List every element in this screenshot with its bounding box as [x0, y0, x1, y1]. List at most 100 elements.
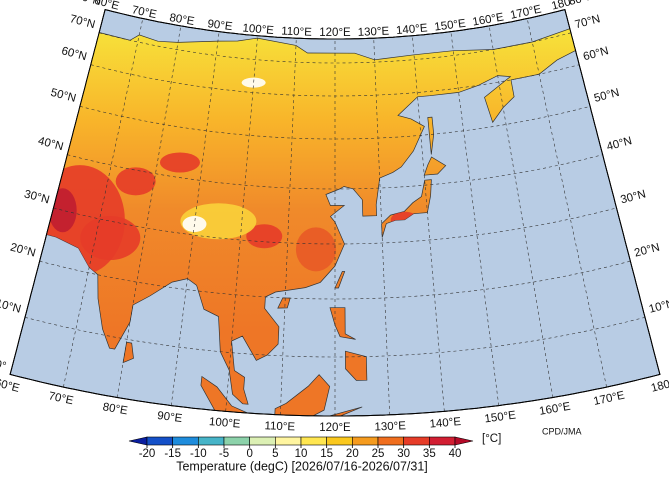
lat-label-left: 70°N	[68, 13, 96, 31]
colorbar-tick-label: 20	[346, 448, 359, 460]
lat-label-right: 10°N	[648, 298, 669, 316]
lat-label-right: 80°N	[568, 0, 596, 8]
lat-label-left: 30°N	[23, 188, 51, 206]
parallel	[99, 32, 571, 64]
lon-label-bottom: 60°E	[0, 377, 21, 395]
parallel	[67, 154, 603, 190]
colorbar-unit: [°C]	[482, 433, 501, 445]
meridian	[526, 18, 607, 388]
colorbar-tick-label: -20	[139, 448, 156, 460]
lat-label-right: 40°N	[605, 135, 633, 153]
credit: CPD/JMA	[542, 426, 582, 436]
colorbar-tick-label: 0	[246, 448, 252, 460]
colorbar-bin	[198, 436, 225, 446]
lat-label-left: 50°N	[49, 87, 77, 105]
colorbar-tick-label: 5	[272, 448, 278, 460]
meridian	[225, 35, 258, 412]
hot-patch	[115, 167, 156, 196]
lat-label-right: 50°N	[593, 87, 621, 105]
hot-patch	[80, 215, 141, 260]
colorbar-tick-label: 25	[372, 448, 385, 460]
lon-label-bottom: 70°E	[47, 390, 74, 407]
lon-label-top: 80°E	[168, 12, 195, 28]
colorbar: -20 -15 -10 -5 0 5 10 15 20 25 30 35 40	[128, 436, 474, 460]
lat-label-right: 30°N	[619, 188, 647, 206]
meridian	[170, 31, 220, 406]
colorbar-title: Temperature (degC) [2026/07/16-2026/07/3…	[176, 459, 428, 473]
colorbar-bin	[275, 436, 302, 446]
land-area	[22, 25, 584, 416]
lon-label-top: 70°E	[131, 4, 158, 21]
colorbar-bin	[223, 436, 250, 446]
no-data-patch	[182, 216, 207, 233]
lon-label-top: 130°E	[357, 26, 389, 39]
meridian	[63, 18, 144, 388]
meridian	[116, 25, 182, 398]
meridian	[279, 38, 297, 415]
hot-patch	[295, 227, 336, 272]
colorbar-bin	[429, 436, 456, 446]
lat-label-left: 60°N	[60, 45, 88, 63]
parallel	[90, 64, 580, 97]
meridian	[450, 31, 500, 406]
lat-label-right: 20°N	[633, 242, 661, 260]
lon-label-bottom: 80°E	[102, 401, 129, 417]
colorbar-bin	[249, 436, 276, 446]
no-data-patch	[241, 77, 266, 88]
parallel	[24, 317, 646, 358]
colorbar-tick-label: 15	[320, 448, 333, 460]
lon-label-top: 110°E	[281, 26, 312, 39]
lon-label-bottom: 170°E	[593, 390, 627, 408]
colorbar-bin	[172, 436, 199, 446]
hot-patch	[159, 152, 200, 173]
colorbar-bin	[146, 436, 173, 446]
lon-label-top: 160°E	[472, 11, 505, 28]
colorbar-tick-label: 10	[295, 448, 308, 460]
lon-label-top: 120°E	[319, 27, 351, 39]
parallel	[53, 207, 617, 245]
lon-label-bottom: 90°E	[157, 410, 184, 425]
meridian	[412, 35, 445, 412]
colorbar-extend-low	[128, 436, 148, 446]
lon-label-top: 140°E	[396, 22, 429, 37]
colorbar-tick-label: -10	[190, 448, 207, 460]
colorbar-tick-label: 35	[423, 448, 436, 460]
lon-label-top: 90°E	[207, 18, 234, 33]
lat-label-left: 80°N	[74, 0, 102, 8]
colorbar-bin	[403, 436, 430, 446]
colorbar-bin	[326, 436, 353, 446]
map-frame	[9, 9, 661, 417]
lat-label-left: 40°N	[37, 135, 65, 153]
lon-label-bottom: 160°E	[538, 401, 571, 418]
lon-label-top: 150°E	[434, 18, 467, 34]
colorbar-extend-high	[454, 436, 474, 446]
lon-label-top: 100°E	[242, 22, 275, 37]
lat-label-left: 0°	[0, 359, 7, 373]
colorbar-tick-label: -15	[164, 448, 181, 460]
lat-label-right: 70°N	[574, 13, 602, 31]
colorbar-bin	[377, 436, 404, 446]
lon-label-bottom: 110°E	[264, 420, 295, 433]
colorbar-tick-label: -5	[219, 448, 229, 460]
parallel	[79, 106, 591, 140]
meridian	[488, 25, 554, 398]
lat-label-left: 20°N	[9, 242, 37, 260]
colorbar-bin	[300, 436, 327, 446]
lon-label-bottom: 130°E	[374, 420, 406, 433]
colorbar-tick-label: 30	[397, 448, 410, 460]
meridian	[373, 38, 391, 415]
map-labels: 0° 10°N 10°N 20°N 20°N 30°N 30°N 40°N 40°N 50°N 50…	[0, 0, 669, 434]
colorbar-tick-label: 40	[449, 448, 462, 460]
lon-label-bottom: 140°E	[429, 416, 462, 431]
lat-label-right: 60°N	[582, 45, 610, 63]
lon-label-bottom: 180°	[650, 377, 669, 395]
lon-label-bottom: 100°E	[208, 416, 241, 431]
colorbar-bin	[352, 436, 379, 446]
lon-label-bottom: 120°E	[319, 422, 351, 434]
lat-label-left: 10°N	[0, 298, 22, 316]
lon-label-bottom: 150°E	[484, 409, 517, 425]
temperature-patches	[34, 77, 419, 276]
land	[22, 25, 584, 416]
